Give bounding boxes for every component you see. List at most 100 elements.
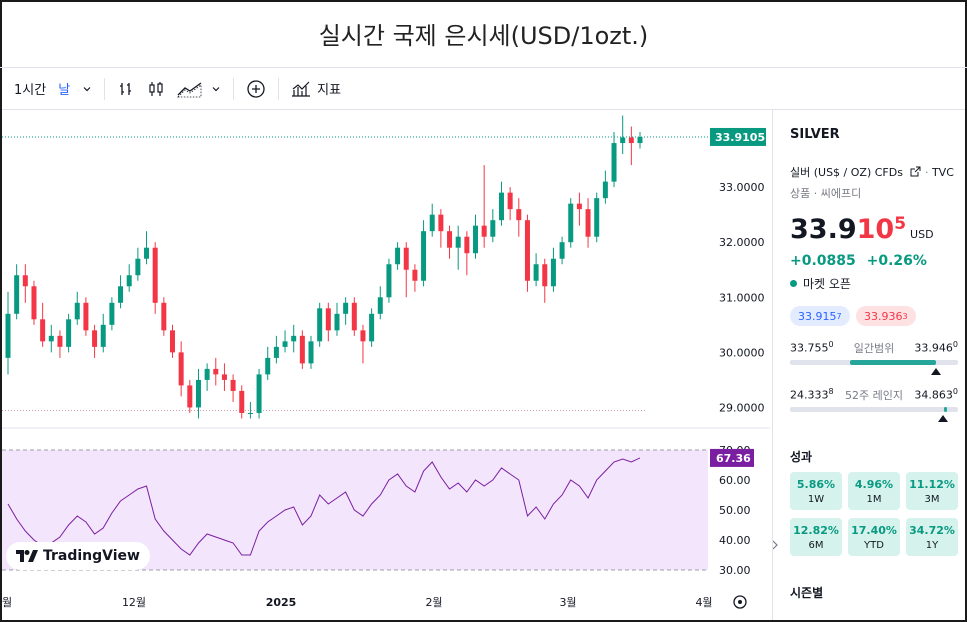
separator-dot: · bbox=[924, 166, 932, 179]
day-range-marker-icon bbox=[931, 368, 942, 375]
rsi-value-tag-label: 67.36 bbox=[716, 452, 751, 465]
candle-body bbox=[291, 335, 297, 342]
tradingview-watermark[interactable]: TradingView bbox=[6, 542, 150, 570]
candle-body bbox=[83, 302, 89, 331]
symbol-details-panel: SILVER 실버 (US$ / OZ) CFDs · TVC 상품 · 씨에프… bbox=[772, 110, 965, 620]
time-tick-label: 3월 bbox=[559, 596, 576, 609]
candle-body bbox=[195, 379, 201, 408]
candle-body bbox=[490, 220, 496, 237]
market-open-dot-icon bbox=[790, 280, 797, 287]
performance-cell[interactable]: 4.96% 1M bbox=[848, 472, 900, 510]
bid-value: 33.915 bbox=[798, 309, 837, 323]
symbol-category: 상품 · 씨에프디 bbox=[790, 187, 862, 200]
time-tick-label: 4월 bbox=[695, 596, 712, 609]
candle-body bbox=[135, 258, 141, 276]
rsi-value-tag bbox=[710, 448, 754, 467]
tradingview-logo-icon bbox=[16, 550, 38, 562]
area-chart-icon bbox=[177, 81, 202, 97]
ask-fraction: 3 bbox=[902, 311, 908, 321]
external-link-icon[interactable] bbox=[910, 166, 921, 177]
candle-body bbox=[92, 330, 98, 347]
performance-cell[interactable]: 34.72% 1Y bbox=[906, 518, 958, 556]
candle-body bbox=[628, 137, 634, 144]
candle-body bbox=[230, 379, 236, 391]
candle-body bbox=[14, 275, 20, 314]
chart-toolbar: 1시간 날 지표 bbox=[2, 68, 965, 110]
candle-body bbox=[247, 412, 253, 414]
candle-body bbox=[386, 264, 392, 298]
gear-icon bbox=[733, 595, 747, 609]
candle-body bbox=[369, 313, 375, 342]
candle-body bbox=[57, 335, 63, 347]
candle-body bbox=[620, 137, 626, 144]
compare-button[interactable] bbox=[240, 74, 272, 104]
candle-body bbox=[473, 225, 479, 254]
candle-body bbox=[221, 374, 227, 380]
rsi-tick-label: 60.00 bbox=[719, 474, 751, 487]
price-currency: USD bbox=[910, 228, 934, 241]
candle-body bbox=[169, 330, 175, 353]
price-tick-label: 31.0000 bbox=[719, 291, 765, 304]
page-title: 실시간 국제 은시세(USD/1ozt.) bbox=[0, 0, 967, 68]
time-tick-label: 월 bbox=[2, 596, 12, 609]
performance-cell[interactable]: 12.82% 6M bbox=[790, 518, 842, 556]
interval-label: 1시간 bbox=[14, 83, 47, 98]
candle-body bbox=[403, 247, 409, 270]
candle-body bbox=[299, 335, 305, 364]
candle-body bbox=[48, 335, 54, 342]
symbol-name: SILVER bbox=[790, 127, 840, 142]
time-tick-label: 12월 bbox=[122, 596, 146, 609]
performance-cell[interactable]: 5.86% 1W bbox=[790, 472, 842, 510]
chevron-down-icon bbox=[212, 86, 220, 91]
candle-body bbox=[585, 209, 591, 237]
rsi-line bbox=[7, 457, 641, 556]
price-tick-label: 32.0000 bbox=[719, 236, 765, 249]
bar-style-button[interactable] bbox=[111, 74, 141, 104]
candle-body bbox=[507, 192, 513, 210]
year-range-fill bbox=[943, 407, 947, 412]
timeframe-button[interactable]: 날 bbox=[52, 74, 98, 104]
timeframe-label: 날 bbox=[58, 83, 71, 98]
year-range-labels: 24.3338 52주 레인지 34.8630 bbox=[790, 387, 958, 403]
candle-body bbox=[273, 346, 279, 358]
candle-style-button[interactable] bbox=[141, 74, 171, 104]
candle-body bbox=[187, 385, 193, 408]
toolbar-divider bbox=[104, 77, 106, 100]
last-price-tag bbox=[710, 127, 766, 146]
ask-price-badge: 33.936 3 bbox=[856, 306, 916, 326]
bid-fraction: 7 bbox=[836, 311, 842, 321]
candle-body bbox=[178, 352, 184, 386]
candle-body bbox=[100, 324, 106, 347]
day-range-labels: 33.7550 일간범위 33.9460 bbox=[790, 340, 958, 356]
performance-cell[interactable]: 11.12% 3M bbox=[906, 472, 958, 510]
candles-icon bbox=[149, 81, 163, 96]
candle-body bbox=[602, 181, 608, 199]
chart-area[interactable]: 33.0000 32.0000 31.0000 30.0000 29.0000 33.91… bbox=[2, 110, 770, 620]
candle-body bbox=[325, 308, 331, 331]
panel-collapse-button[interactable] bbox=[770, 530, 780, 560]
rsi-tick-label: 50.00 bbox=[719, 504, 751, 517]
year-range-bar bbox=[790, 407, 958, 412]
candle-body bbox=[213, 368, 219, 375]
candle-body bbox=[343, 302, 349, 314]
bars-icon bbox=[120, 82, 132, 95]
performance-cell[interactable]: 17.40% YTD bbox=[848, 518, 900, 556]
price-highlight: 10 bbox=[856, 214, 895, 245]
area-style-button[interactable] bbox=[171, 74, 227, 104]
seasonal-heading: 시즌별 bbox=[790, 586, 824, 600]
candle-body bbox=[152, 247, 158, 303]
day-range-label: 일간범위 bbox=[853, 342, 895, 355]
indicators-label: 지표 bbox=[317, 83, 342, 98]
exchange-name: TVC bbox=[931, 166, 954, 179]
candle-body bbox=[239, 390, 245, 413]
candle-body bbox=[144, 247, 150, 259]
price-main: 33.9 bbox=[790, 214, 857, 245]
change-percent: +0.26% bbox=[866, 253, 927, 269]
interval-button[interactable]: 1시간 bbox=[2, 74, 52, 104]
candle-body bbox=[308, 341, 314, 364]
indicators-button[interactable]: 지표 bbox=[285, 74, 347, 104]
candle-body bbox=[351, 302, 357, 331]
candle-body bbox=[421, 231, 427, 281]
candle-body bbox=[204, 368, 210, 380]
candle-body bbox=[317, 308, 323, 342]
